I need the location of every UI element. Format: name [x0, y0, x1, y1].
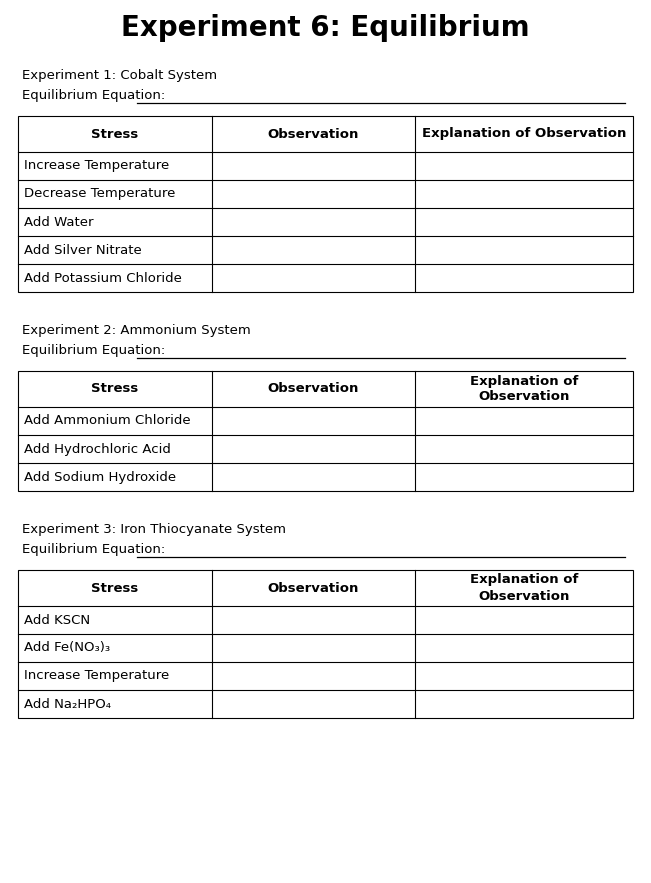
Text: Add Ammonium Chloride: Add Ammonium Chloride [24, 414, 191, 427]
Text: Add Sodium Hydroxide: Add Sodium Hydroxide [24, 471, 176, 484]
Text: Observation: Observation [268, 127, 359, 140]
Text: Increase Temperature: Increase Temperature [24, 160, 169, 172]
Text: Explanation of Observation: Explanation of Observation [422, 127, 626, 140]
Text: Stress: Stress [91, 382, 139, 396]
Text: Stress: Stress [91, 127, 139, 140]
Text: Add Potassium Chloride: Add Potassium Chloride [24, 271, 182, 284]
Text: Add Silver Nitrate: Add Silver Nitrate [24, 244, 142, 256]
Text: Experiment 2: Ammonium System: Experiment 2: Ammonium System [22, 324, 251, 337]
Bar [18, 371, 633, 491]
Text: Stress: Stress [91, 582, 139, 594]
Text: Add KSCN: Add KSCN [24, 614, 90, 627]
Text: Explanation of
Observation: Explanation of Observation [469, 573, 578, 602]
Text: Explanation of
Observation: Explanation of Observation [469, 374, 578, 404]
Text: Increase Temperature: Increase Temperature [24, 669, 169, 683]
Text: Equilibrium Equation:: Equilibrium Equation: [22, 344, 165, 357]
Text: Experiment 6: Equilibrium: Experiment 6: Equilibrium [121, 14, 530, 42]
Text: Add Fe(NO₃)₃: Add Fe(NO₃)₃ [24, 642, 110, 654]
Bar [18, 570, 633, 718]
Bar [18, 116, 633, 292]
Text: Experiment 1: Cobalt System: Experiment 1: Cobalt System [22, 69, 217, 82]
Text: Decrease Temperature: Decrease Temperature [24, 187, 175, 200]
Text: Experiment 3: Iron Thiocyanate System: Experiment 3: Iron Thiocyanate System [22, 523, 286, 536]
Text: Add Hydrochloric Acid: Add Hydrochloric Acid [24, 442, 171, 456]
Text: Equilibrium Equation:: Equilibrium Equation: [22, 543, 165, 556]
Text: Equilibrium Equation:: Equilibrium Equation: [22, 89, 165, 102]
Text: Add Water: Add Water [24, 215, 94, 229]
Text: Observation: Observation [268, 382, 359, 396]
Text: Observation: Observation [268, 582, 359, 594]
Text: Add Na₂HPO₄: Add Na₂HPO₄ [24, 698, 111, 711]
